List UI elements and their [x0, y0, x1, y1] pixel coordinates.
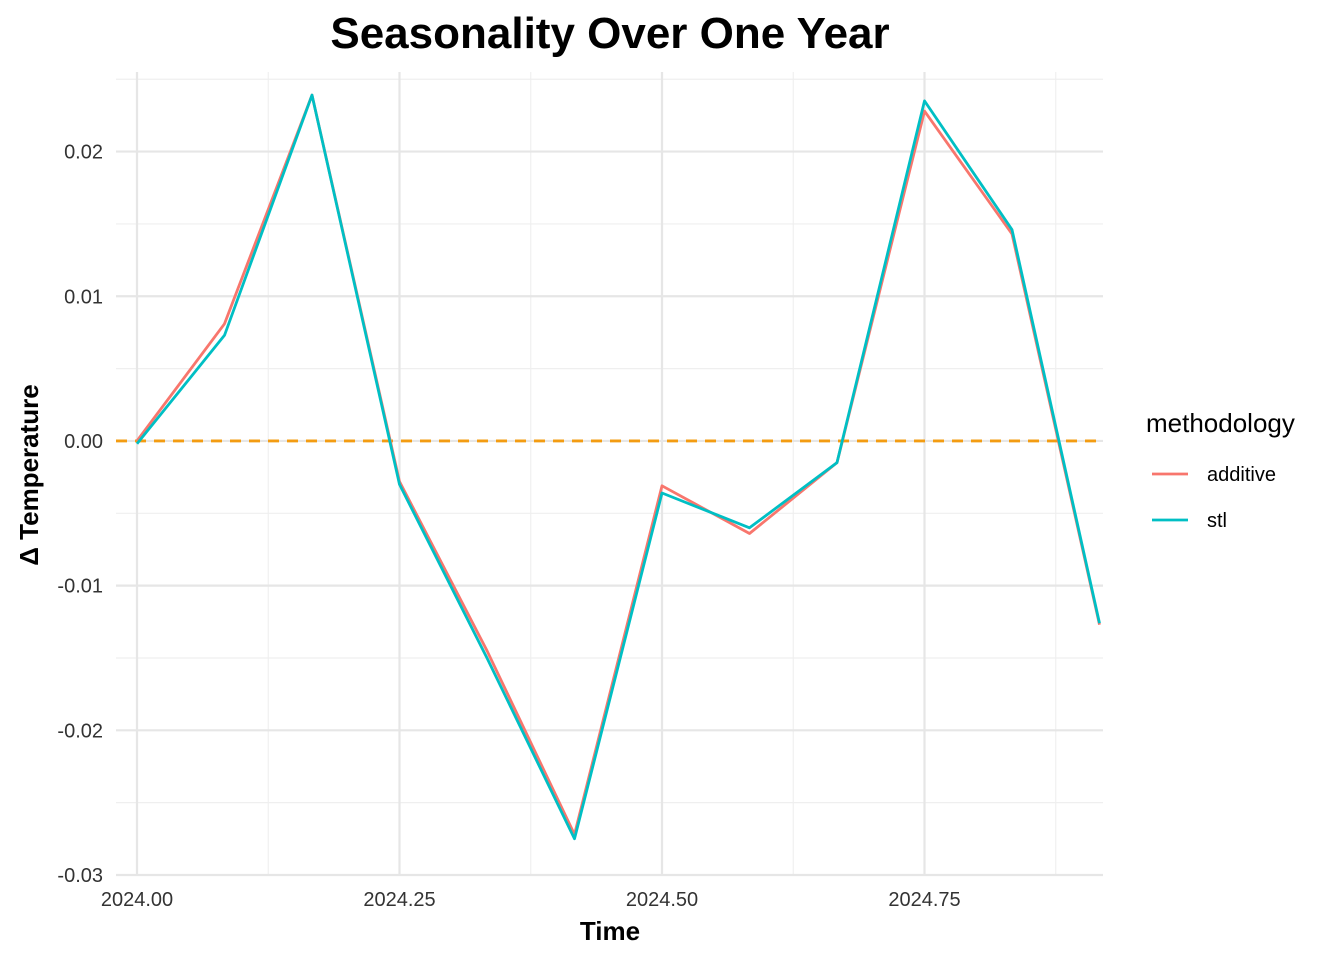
legend: methodology additive stl: [1146, 408, 1295, 532]
legend-title: methodology: [1146, 408, 1295, 438]
y-axis-title: Δ Temperature: [14, 384, 44, 565]
x-tick-label: 2024.50: [626, 889, 698, 911]
x-tick-label: 2024.00: [101, 889, 173, 911]
x-axis-tick-labels: 2024.00 2024.25 2024.50 2024.75: [101, 889, 961, 911]
series-line-additive: [135, 93, 1101, 836]
y-tick-label: -0.03: [57, 865, 103, 887]
y-axis-tick-labels: -0.03 -0.02 -0.01 0.00 0.01 0.02: [57, 142, 103, 887]
y-tick-label: 0.01: [64, 286, 103, 308]
y-tick-label: -0.01: [57, 576, 103, 598]
chart-title: Seasonality Over One Year: [330, 9, 889, 58]
series-line-stl: [135, 93, 1101, 841]
x-tick-label: 2024.25: [363, 889, 435, 911]
y-tick-label: -0.02: [57, 720, 103, 742]
major-gridlines: [116, 72, 1103, 877]
minor-gridlines: [116, 72, 1103, 875]
x-axis-title: Time: [580, 916, 640, 946]
y-tick-label: 0.02: [64, 142, 103, 164]
series-lines: [135, 93, 1101, 841]
y-tick-label: 0.00: [64, 431, 103, 453]
legend-label-stl: stl: [1207, 510, 1227, 532]
legend-label-additive: additive: [1207, 464, 1276, 486]
x-tick-label: 2024.75: [888, 889, 960, 911]
